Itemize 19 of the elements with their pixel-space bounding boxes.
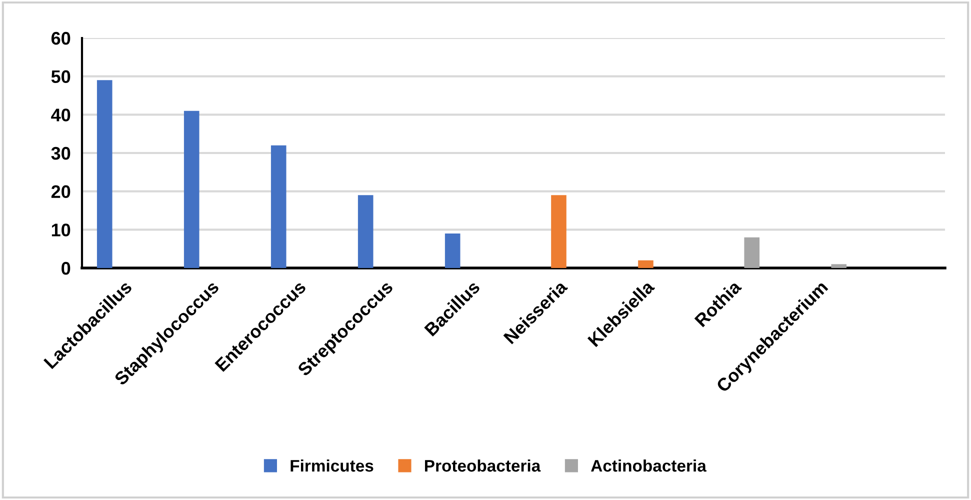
y-tick-label: 60 [51,32,70,45]
y-tick-label: 50 [51,70,70,84]
bar [96,80,112,268]
legend-label: Proteobacteria [425,459,541,472]
bar [444,234,460,268]
bar [270,145,286,268]
bar [551,195,566,268]
bar [831,264,847,268]
y-tick-label: 40 [51,108,70,122]
y-tick-label: 10 [52,224,70,236]
bar [184,110,200,268]
bar [744,237,760,268]
y-tick-label: 20 [51,185,70,198]
y-tick-label: 30 [51,146,70,160]
y-tick-label: 0 [62,262,70,275]
bar [358,195,374,268]
legend-label: Firmicutes [290,459,374,472]
bar [638,260,654,268]
legend-label: Actinobacteria [591,459,706,472]
